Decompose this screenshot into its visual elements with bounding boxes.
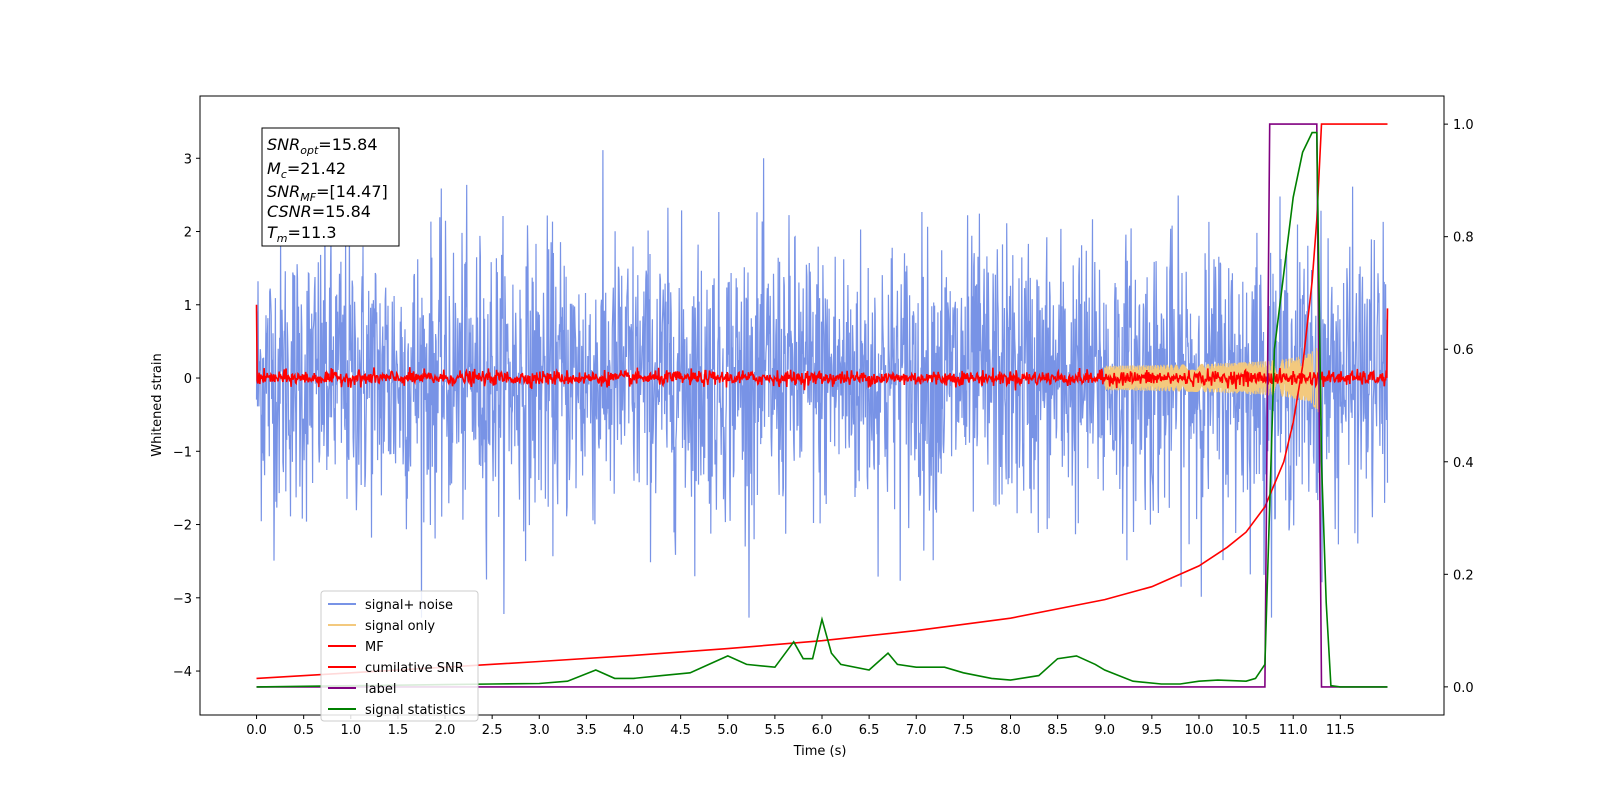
y-axis: 3 2 1 0 −1 −2 −3 −4 (173, 152, 200, 680)
x-tick-label: 0.0 (246, 723, 267, 738)
x-tick-label: 2.0 (435, 723, 456, 738)
y-tick-label: −1 (173, 445, 192, 460)
x-tick-label: 9.5 (1142, 723, 1163, 738)
x-tick-label: 0.5 (293, 723, 314, 738)
y2-tick-label: 0.2 (1453, 568, 1474, 583)
x-tick-label: 7.0 (906, 723, 927, 738)
mf-series (255, 304, 1389, 391)
info-snr-opt: SNRopt=15.84 (267, 135, 378, 157)
y-axis-label: Whitened strain (150, 353, 165, 456)
y-tick-label: 2 (184, 226, 192, 241)
info-box-frame (261, 127, 400, 247)
x-tick-label: 5.0 (717, 723, 738, 738)
label-line (256, 123, 1388, 688)
y2-tick-label: 0.8 (1453, 231, 1474, 246)
signal-only-line (1104, 343, 1322, 426)
info-csnr: CSNR=15.84 (267, 202, 371, 221)
cumilative-snr-line (256, 123, 1388, 680)
x-axis: 0.0 0.5 1.0 1.5 2.0 2.5 3.0 3.5 4.0 4.5 5.0 5.5 6.0 6… (246, 715, 1355, 738)
x-tick-label: 8.0 (1000, 723, 1021, 738)
x-tick-label: 10.0 (1184, 723, 1213, 738)
x-tick-label: 6.5 (859, 723, 880, 738)
x-tick-label: 3.0 (529, 723, 550, 738)
x-tick-label: 6.0 (812, 723, 833, 738)
x-tick-label: 11.0 (1279, 723, 1308, 738)
y2-tick-label: 0.6 (1453, 343, 1474, 358)
x-tick-label: 5.5 (765, 723, 786, 738)
x-tick-label: 3.5 (576, 723, 597, 738)
plot-area (255, 123, 1389, 688)
legend-entry: signal statistics (365, 703, 466, 718)
mf-line (255, 304, 1389, 391)
y-tick-label: −2 (173, 519, 192, 534)
right-axis-series (256, 123, 1388, 688)
x-tick-label: 7.5 (953, 723, 974, 738)
signal-statistics-line (256, 131, 1388, 688)
x-axis-label: Time (s) (793, 744, 847, 759)
x-tick-label: 2.5 (482, 723, 503, 738)
y2-tick-label: 1.0 (1453, 118, 1474, 133)
legend: signal+ noise signal only MF cumilative SNR… (320, 590, 479, 722)
y-tick-label: 3 (184, 152, 192, 167)
legend-entry: label (365, 682, 396, 697)
x-tick-label: 4.5 (670, 723, 691, 738)
y2-tick-label: 0.4 (1453, 456, 1474, 471)
legend-frame (320, 590, 479, 722)
info-box: SNRopt=15.84 Mc=21.42 SNRMF=[14.47] CSNR… (261, 127, 400, 247)
x-tick-label: 11.5 (1326, 723, 1355, 738)
legend-entry: signal only (365, 619, 435, 634)
signal-noise-line (255, 150, 1389, 618)
y-tick-label: −4 (173, 665, 192, 680)
signal-noise-series (255, 150, 1389, 618)
legend-entry: signal+ noise (365, 598, 453, 613)
y-tick-label: 0 (184, 372, 192, 387)
x-tick-label: 1.5 (388, 723, 409, 738)
y-tick-label: −3 (173, 592, 192, 607)
y2-axis: 1.0 0.8 0.6 0.4 0.2 0.0 (1444, 118, 1474, 696)
info-snr-mf: SNRMF=[14.47] (267, 182, 388, 204)
x-tick-label: 10.5 (1232, 723, 1261, 738)
info-mc: Mc=21.42 (267, 159, 346, 181)
y-tick-label: 1 (184, 299, 192, 314)
signal-only-series (1104, 343, 1322, 426)
legend-entry: cumilative SNR (365, 661, 464, 676)
y2-tick-label: 0.0 (1453, 681, 1474, 696)
x-tick-label: 9.0 (1094, 723, 1115, 738)
x-tick-label: 4.0 (623, 723, 644, 738)
info-tm: Tm=11.3 (267, 223, 337, 245)
x-tick-label: 1.0 (340, 723, 361, 738)
legend-entry: MF (365, 640, 384, 655)
x-tick-label: 8.5 (1047, 723, 1068, 738)
